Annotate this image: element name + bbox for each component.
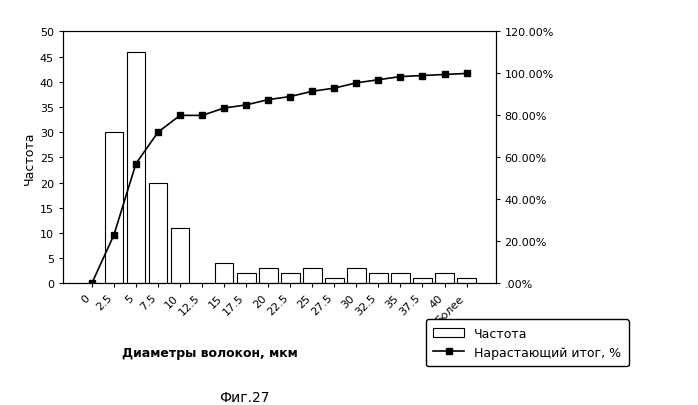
Bar <box>413 279 432 284</box>
Bar <box>259 269 278 283</box>
Bar <box>369 273 388 283</box>
Text: Диаметры волокон, мкм: Диаметры волокон, мкм <box>121 346 297 359</box>
Bar <box>325 279 343 284</box>
Bar <box>303 269 322 283</box>
Bar <box>237 273 255 283</box>
Bar <box>347 269 366 283</box>
Legend: Частота, Нарастающий итог, %: Частота, Нарастающий итог, % <box>426 319 629 367</box>
Bar <box>457 279 476 284</box>
Bar <box>170 228 189 284</box>
Bar <box>435 273 454 283</box>
Bar <box>149 183 168 284</box>
Y-axis label: Частота: Частота <box>22 131 36 185</box>
Bar <box>215 263 233 284</box>
Text: Фиг.27: Фиг.27 <box>219 390 269 404</box>
Bar <box>281 273 299 283</box>
Bar <box>126 53 145 284</box>
Bar <box>391 273 410 283</box>
Bar <box>105 133 124 284</box>
